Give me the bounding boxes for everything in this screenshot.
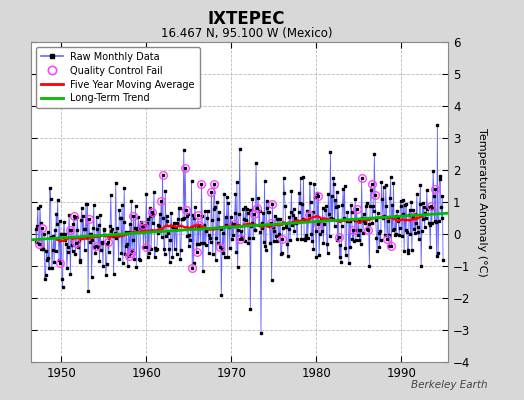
Legend: Raw Monthly Data, Quality Control Fail, Five Year Moving Average, Long-Term Tren: Raw Monthly Data, Quality Control Fail, … <box>36 47 200 108</box>
Text: IXTEPEC: IXTEPEC <box>208 10 285 28</box>
Text: 16.467 N, 95.100 W (Mexico): 16.467 N, 95.100 W (Mexico) <box>160 27 332 40</box>
Y-axis label: Temperature Anomaly (°C): Temperature Anomaly (°C) <box>477 128 487 276</box>
Text: Berkeley Earth: Berkeley Earth <box>411 380 487 390</box>
